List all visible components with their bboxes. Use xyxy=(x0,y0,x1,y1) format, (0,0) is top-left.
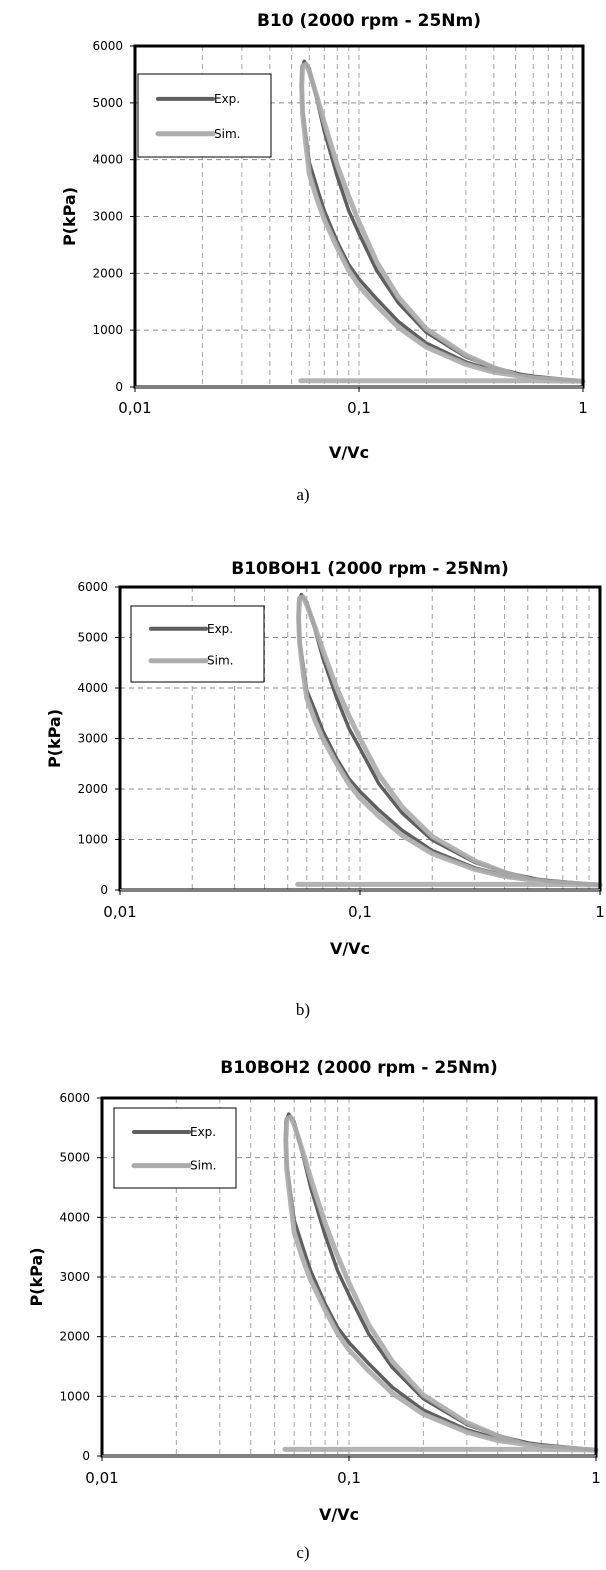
chart-title: B10BOH2 (2000 rpm - 25Nm) xyxy=(220,1058,498,1078)
y-tick-label: 4000 xyxy=(92,153,123,167)
y-tick-label: 0 xyxy=(82,1449,90,1463)
legend-label-exp: Exp. xyxy=(190,1125,216,1139)
legend-label-exp: Exp. xyxy=(214,92,240,106)
x-tick-label: 1 xyxy=(591,1469,601,1487)
y-tick-label: 4000 xyxy=(59,1210,90,1224)
y-tick-label: 6000 xyxy=(59,1091,90,1105)
x-tick-label: 0,1 xyxy=(347,399,371,417)
y-tick-label: 1000 xyxy=(77,833,108,847)
y-tick-label: 3000 xyxy=(59,1270,90,1284)
legend-label-sim: Sim. xyxy=(214,127,240,141)
y-tick-label: 2000 xyxy=(92,266,123,280)
y-tick-label: 1000 xyxy=(92,323,123,337)
y-tick-label: 5000 xyxy=(59,1151,90,1165)
x-axis-label: V/Vc xyxy=(330,939,370,958)
y-tick-label: 3000 xyxy=(77,732,108,746)
figure-caption: c) xyxy=(296,1543,309,1562)
y-tick-label: 6000 xyxy=(77,580,108,594)
y-tick-label: 2000 xyxy=(59,1330,90,1344)
y-tick-label: 5000 xyxy=(77,631,108,645)
chart-1: 0 1000 2000 3000 4000 5000 6000 0,01 0,1 1 B10 (20… xyxy=(60,11,588,504)
x-tick-label: 1 xyxy=(595,903,605,921)
legend-label-exp: Exp. xyxy=(207,622,233,636)
x-tick-label: 0,1 xyxy=(348,903,372,921)
x-axis-label: V/Vc xyxy=(319,1505,359,1524)
series-sim-line xyxy=(298,61,586,384)
x-tick-label: 0,1 xyxy=(337,1469,361,1487)
series-sim-line xyxy=(282,1114,599,1453)
y-tick-label: 5000 xyxy=(92,96,123,110)
y-axis-label: P(kPa) xyxy=(60,187,79,246)
x-tick-label: 0,01 xyxy=(85,1469,118,1487)
figure-caption: a) xyxy=(296,485,309,504)
x-tick-label: 0,01 xyxy=(103,903,136,921)
y-tick-label: 1000 xyxy=(59,1389,90,1403)
y-tick-label: 6000 xyxy=(92,39,123,53)
y-tick-label: 0 xyxy=(100,883,108,897)
y-tick-label: 3000 xyxy=(92,210,123,224)
y-tick-label: 2000 xyxy=(77,782,108,796)
y-tick-label: 4000 xyxy=(77,681,108,695)
legend-box xyxy=(113,1107,237,1189)
chart-3: 0 1000 2000 3000 4000 5000 6000 0,01 0,1 1 B10BOH2… xyxy=(27,1058,601,1562)
figure-caption: b) xyxy=(296,1000,310,1019)
x-axis-label: V/Vc xyxy=(329,443,369,462)
y-axis-label: P(kPa) xyxy=(27,1247,46,1306)
series-sim-line xyxy=(295,594,603,888)
legend-label-sim: Sim. xyxy=(190,1159,216,1173)
legend-box xyxy=(137,73,272,158)
y-tick-label: 0 xyxy=(115,380,123,394)
legend-label-sim: Sim. xyxy=(207,654,233,668)
chart-title: B10 (2000 rpm - 25Nm) xyxy=(257,11,481,31)
y-axis-label: P(kPa) xyxy=(45,709,64,768)
chart-title: B10BOH1 (2000 rpm - 25Nm) xyxy=(231,559,509,579)
legend-box xyxy=(130,605,265,683)
x-tick-label: 0,01 xyxy=(118,399,151,417)
x-tick-label: 1 xyxy=(578,399,588,417)
chart-2: 0 1000 2000 3000 4000 5000 6000 0,01 0,1 1 B10BOH1… xyxy=(45,559,605,1019)
